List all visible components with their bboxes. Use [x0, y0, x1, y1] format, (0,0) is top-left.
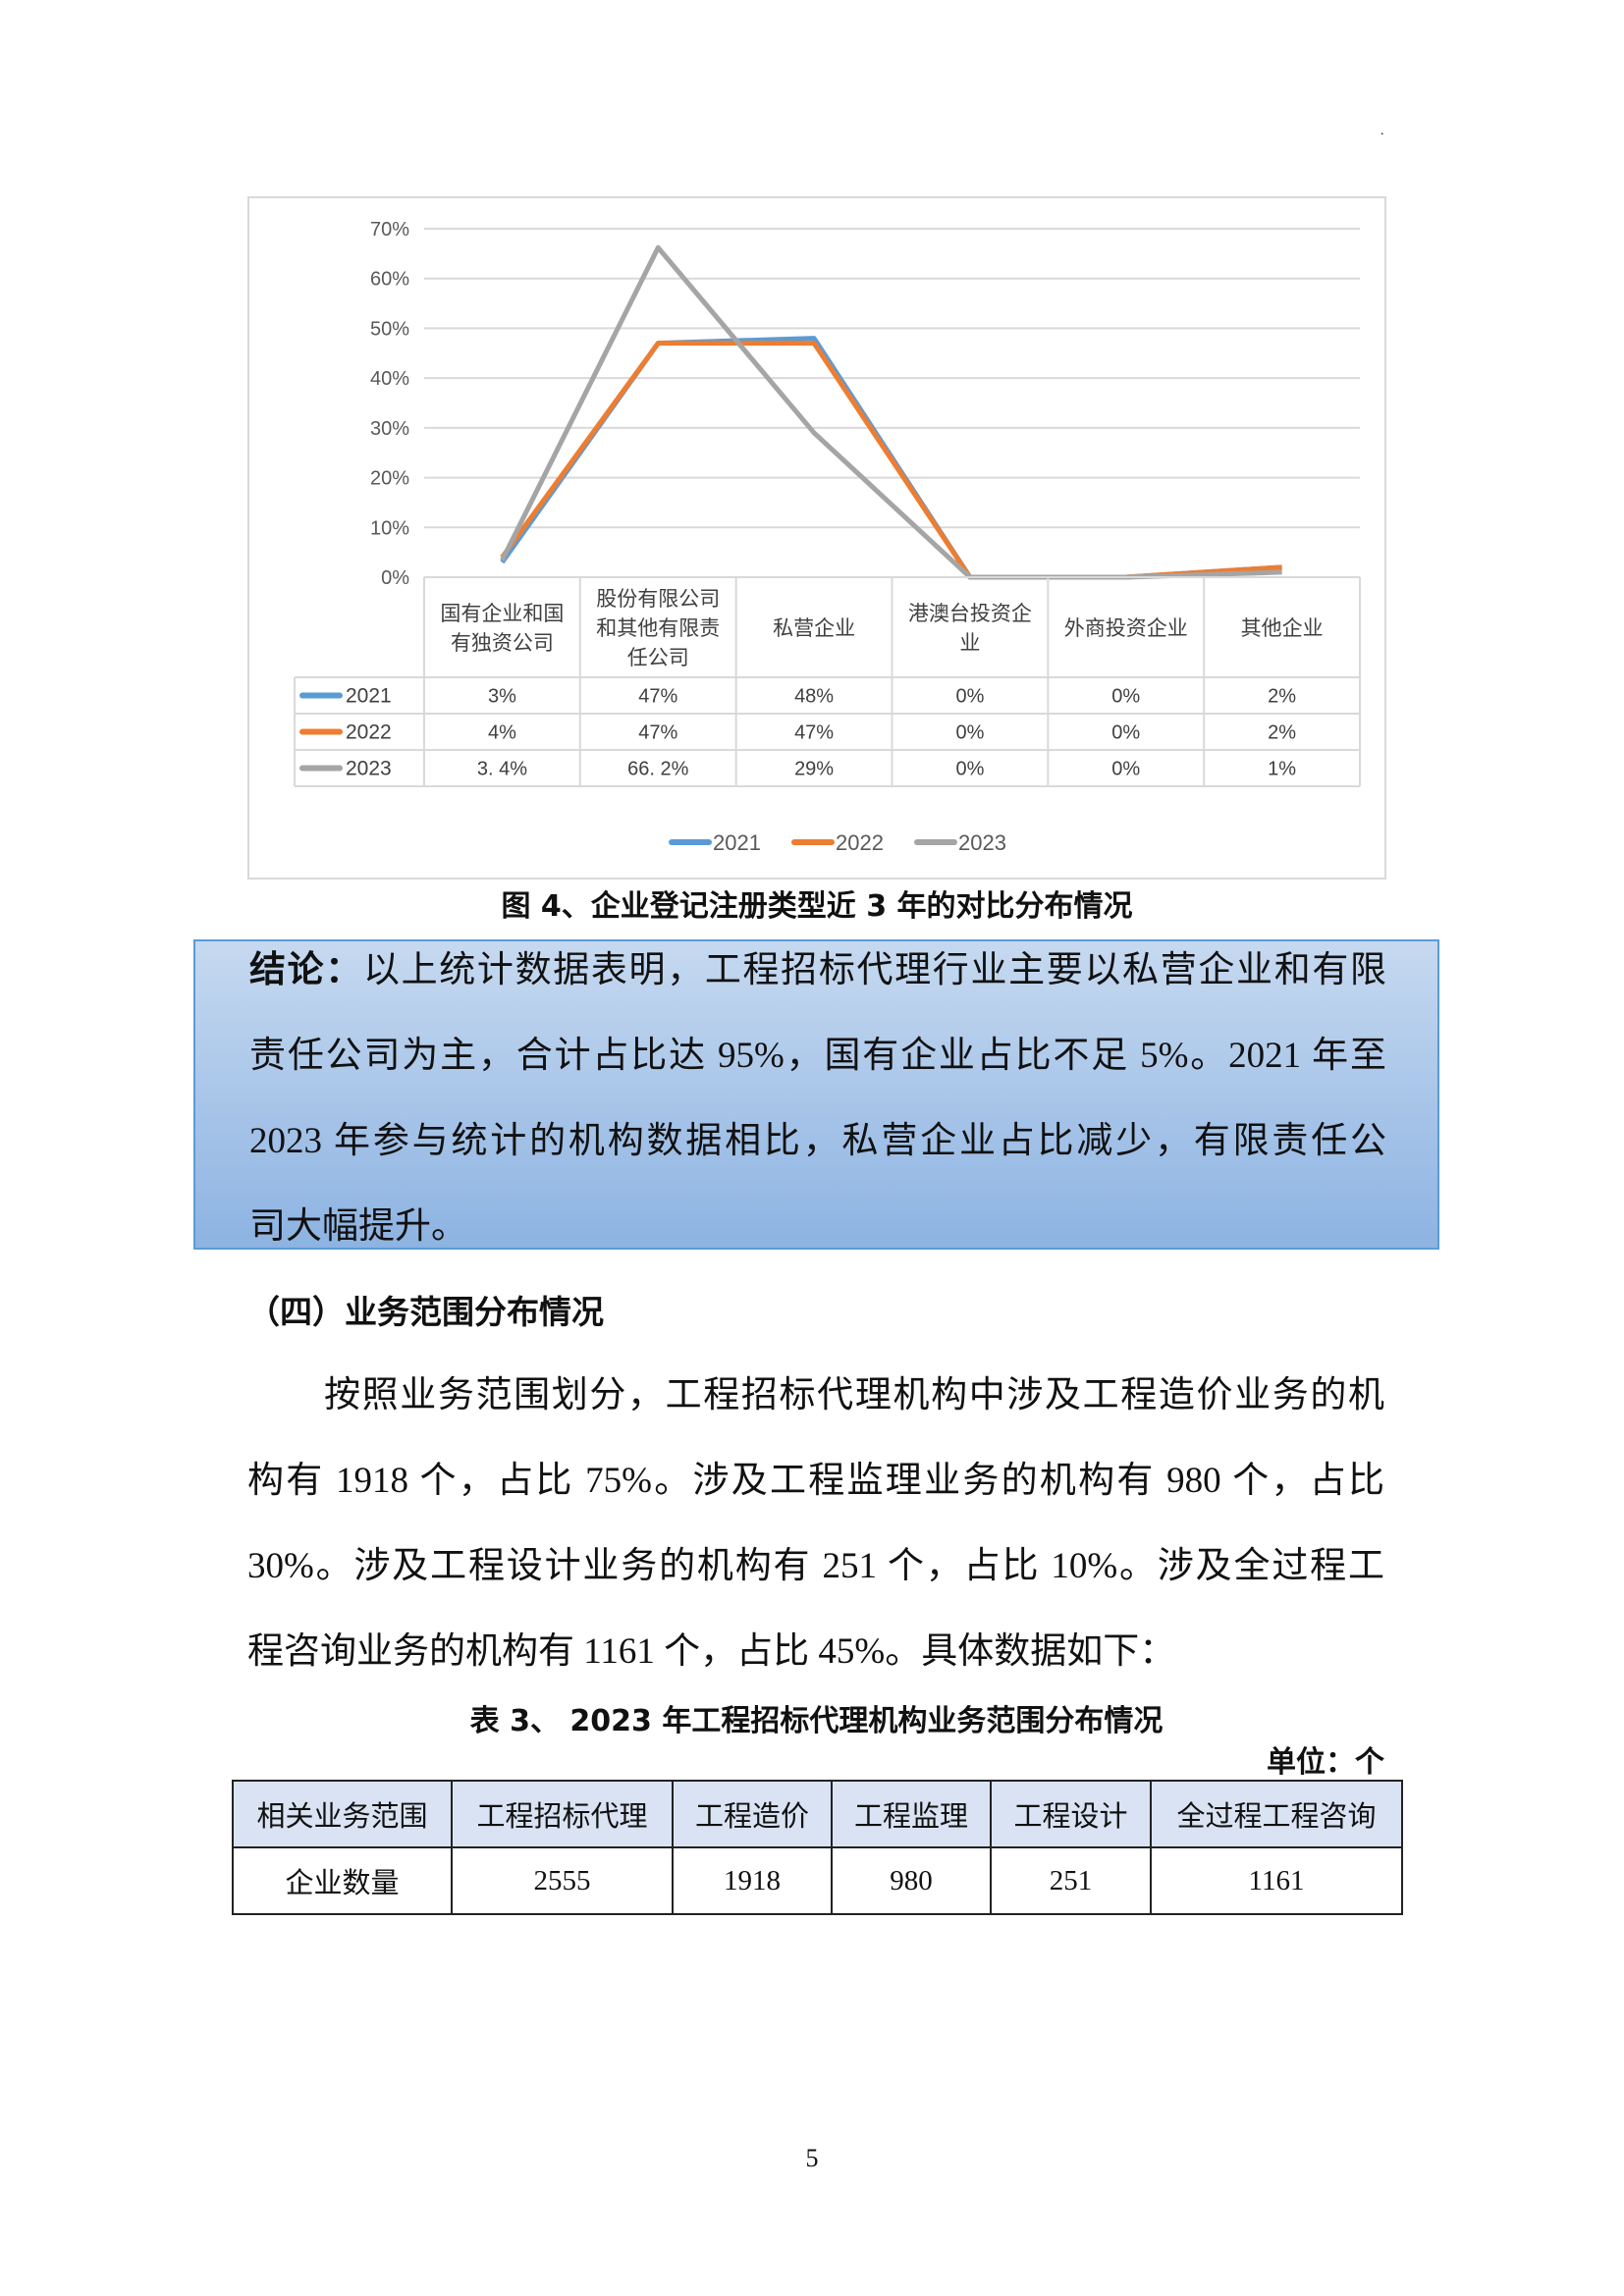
table-row: 企业数量 2555 1918 980 251 1161 [232, 1846, 1403, 1915]
data-label: 0% [955, 759, 984, 780]
table-cell: 1918 [672, 1846, 833, 1915]
category-label: 港澳台投资企 [908, 602, 1032, 625]
paragraph-line: 构有 1918 个，占比 75%。涉及工程监理业务的机构有 980 个，占比 [247, 1461, 1384, 1501]
y-tick-label: 70% [370, 219, 409, 240]
category-label: 股份有限公司 [596, 587, 720, 611]
y-tick-label: 10% [370, 517, 409, 539]
figure-caption: 图 4、企业登记注册类型近 3 年的对比分布情况 [501, 889, 1133, 924]
header-cell: 工程造价 [672, 1780, 833, 1848]
conclusion-label: 结论： [249, 950, 363, 990]
data-label: 2% [1268, 686, 1296, 708]
series-name: 2021 [346, 685, 392, 708]
legend-label: 2023 [958, 830, 1006, 855]
data-label: 4% [488, 722, 516, 744]
page-mark: . [1380, 124, 1384, 138]
data-label: 0% [955, 722, 984, 744]
y-tick-label: 20% [370, 468, 409, 490]
y-tick-label: 50% [370, 318, 409, 340]
category-label: 外商投资企业 [1064, 616, 1188, 640]
data-label: 3. 4% [477, 759, 527, 780]
data-label: 0% [1111, 686, 1140, 708]
business-scope-table: 相关业务范围 工程招标代理 工程造价 工程监理 工程设计 全过程工程咨询 企业数… [232, 1780, 1403, 1915]
data-label: 3% [488, 686, 516, 708]
paragraph-line: 程咨询业务的机构有 1161 个，占比 45%。具体数据如下： [247, 1631, 1176, 1672]
category-label: 其他企业 [1241, 616, 1324, 640]
category-label: 私营企业 [773, 616, 855, 640]
category-label: 国有企业和国 [440, 602, 564, 625]
conclusion-box: 结论：以上统计数据表明，工程招标代理行业主要以私营企业和有限 责任公司为主，合计… [193, 939, 1439, 1250]
header-cell: 相关业务范围 [232, 1780, 453, 1848]
table-cell: 980 [831, 1846, 992, 1915]
data-label: 29% [794, 759, 834, 780]
data-label: 66. 2% [627, 759, 688, 780]
row-label: 企业数量 [232, 1846, 453, 1915]
data-label: 0% [1111, 759, 1140, 780]
table-unit: 单位：个 [1267, 1745, 1384, 1780]
table-header-row: 相关业务范围 工程招标代理 工程造价 工程监理 工程设计 全过程工程咨询 [232, 1780, 1403, 1848]
conclusion-line: 2023 年参与统计的机构数据相比，私营企业占比减少，有限责任公 [249, 1121, 1386, 1161]
series-name: 2022 [346, 721, 392, 744]
header-cell: 工程监理 [831, 1780, 992, 1848]
category-label: 和其他有限责 [596, 616, 720, 640]
data-label: 47% [638, 686, 677, 708]
legend-label: 2021 [713, 830, 761, 855]
table-cell: 251 [990, 1846, 1152, 1915]
y-tick-label: 0% [381, 567, 409, 589]
y-tick-label: 60% [370, 269, 409, 291]
table-caption: 表 3、 2023 年工程招标代理机构业务范围分布情况 [469, 1704, 1164, 1738]
paragraph-line: 按照业务范围划分，工程招标代理机构中涉及工程造价业务的机 [324, 1375, 1384, 1415]
data-label: 1% [1268, 759, 1296, 780]
legend-label: 2022 [836, 830, 884, 855]
data-label: 0% [1111, 722, 1140, 744]
header-cell: 工程招标代理 [451, 1780, 674, 1848]
category-label: 业 [959, 631, 980, 655]
y-tick-label: 40% [370, 368, 409, 390]
header-cell: 工程设计 [990, 1780, 1152, 1848]
data-label: 0% [955, 686, 984, 708]
y-tick-label: 30% [370, 418, 409, 440]
page-number: 5 [805, 2144, 819, 2172]
chart-frame: 0% 10% 20% 30% 40% 50% 60% 70% 国有企业和国 有独资公司 股份有限公司… [247, 196, 1386, 880]
category-label: 任公司 [627, 646, 689, 669]
data-label: 2% [1268, 722, 1296, 744]
table-cell: 2555 [451, 1846, 674, 1915]
table-cell: 1161 [1150, 1846, 1403, 1915]
conclusion-line: 司大幅提升。 [249, 1206, 467, 1247]
header-cell: 全过程工程咨询 [1150, 1780, 1403, 1848]
data-label: 47% [794, 722, 834, 744]
series-name: 2023 [346, 758, 392, 780]
conclusion-line: 结论：以上统计数据表明，工程招标代理行业主要以私营企业和有限 [249, 950, 1387, 990]
category-label: 有独资公司 [451, 631, 554, 655]
data-label: 47% [638, 722, 677, 744]
conclusion-line: 责任公司为主，合计占比达 95%，国有企业占比不足 5%。2021 年至 [249, 1036, 1386, 1076]
section-heading: （四）业务范围分布情况 [247, 1293, 604, 1331]
data-label: 48% [794, 686, 834, 708]
paragraph-line: 30%。涉及工程设计业务的机构有 251 个，占比 10%。涉及全过程工 [247, 1546, 1384, 1586]
